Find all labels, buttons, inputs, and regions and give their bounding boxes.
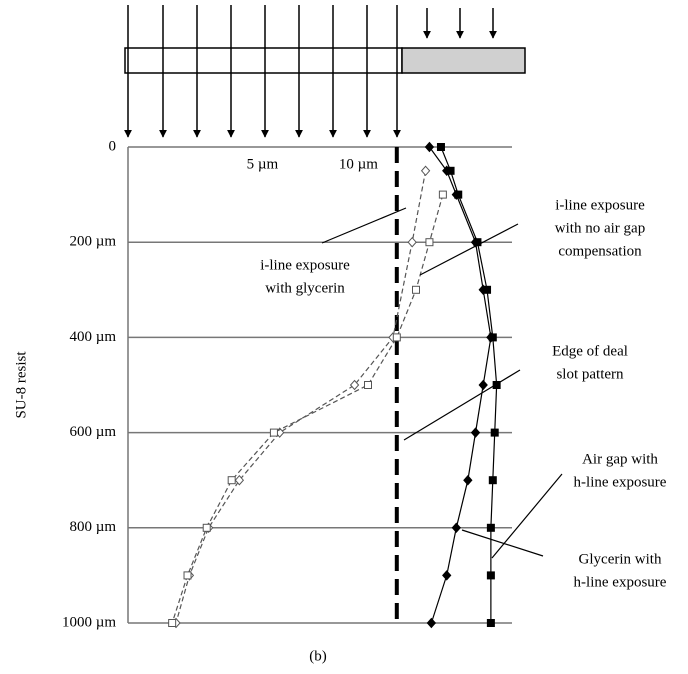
marker <box>436 143 445 151</box>
leader-line <box>461 529 544 557</box>
annotation: i-line exposure <box>555 197 645 213</box>
y-tick-label: 600 µm <box>69 424 116 440</box>
y-tick-label: 400 µm <box>69 329 116 345</box>
y-tick-label: 1000 µm <box>62 614 116 630</box>
annotation: slot pattern <box>556 366 624 382</box>
x-tick-label: 5 µm <box>247 156 279 172</box>
mask-clear <box>124 47 403 74</box>
marker <box>442 570 452 581</box>
marker <box>412 285 420 294</box>
marker <box>483 285 492 294</box>
y-tick-label: 0 <box>109 138 117 154</box>
marker <box>426 617 437 629</box>
marker <box>488 476 497 485</box>
marker <box>470 427 481 438</box>
marker <box>227 476 236 485</box>
marker <box>425 238 434 247</box>
series-line <box>440 146 498 623</box>
y-tick-label: 800 µm <box>69 519 116 535</box>
leader-line <box>403 369 521 441</box>
caption: (b) <box>309 648 327 664</box>
annotation: with no air gap <box>555 220 645 236</box>
annotation: h-line exposure <box>574 574 667 590</box>
annotation: Air gap with <box>582 451 658 467</box>
marker <box>392 333 401 342</box>
marker <box>451 522 461 534</box>
marker <box>478 379 488 391</box>
marker <box>202 523 211 532</box>
marker <box>486 571 495 580</box>
annotation: compensation <box>558 243 642 259</box>
annotation: i-line exposure <box>260 257 350 273</box>
mask-opaque <box>401 47 526 74</box>
x-tick-label: 10 µm <box>339 156 378 172</box>
y-axis-label: SU-8 resist <box>13 351 29 419</box>
marker <box>168 619 177 627</box>
marker <box>490 428 499 437</box>
marker <box>488 333 497 342</box>
marker <box>454 190 463 199</box>
marker <box>269 428 278 437</box>
marker <box>463 474 473 486</box>
series-line <box>171 194 444 624</box>
illustration <box>124 5 526 138</box>
y-tick-label: 200 µm <box>69 234 116 250</box>
leader-line <box>321 207 407 244</box>
marker <box>234 474 245 486</box>
marker <box>446 166 455 175</box>
marker <box>183 571 192 580</box>
marker <box>438 190 447 199</box>
marker <box>486 619 495 627</box>
annotation: Edge of deal <box>552 343 628 359</box>
marker <box>424 141 435 153</box>
series-line <box>175 170 427 624</box>
marker <box>486 523 495 532</box>
annotation: h-line exposure <box>574 474 667 490</box>
marker <box>349 379 360 391</box>
leader-line <box>419 223 519 276</box>
arrows <box>124 5 497 138</box>
marker <box>364 381 372 389</box>
marker <box>407 236 417 248</box>
leader-line <box>491 473 563 559</box>
marker <box>492 381 501 389</box>
annotation: Glycerin with <box>579 551 662 567</box>
marker <box>420 165 431 177</box>
annotation: with glycerin <box>265 280 345 296</box>
